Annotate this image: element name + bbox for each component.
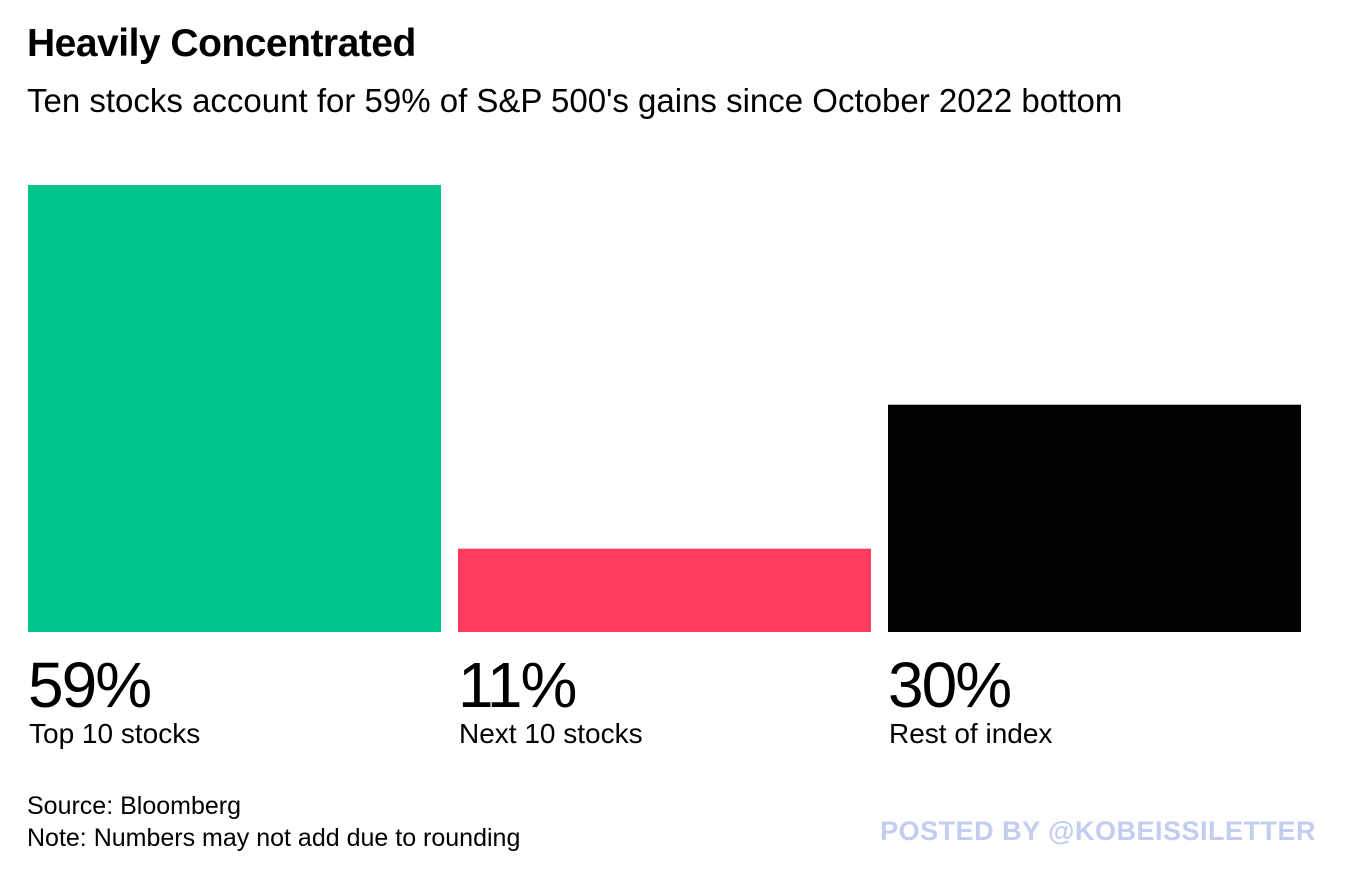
bar-3 <box>888 404 1301 632</box>
chart-subtitle: Ten stocks account for 59% of S&P 500's … <box>27 82 1123 119</box>
bar-value-label-1: 59% <box>28 649 150 721</box>
category-label-1: Top 10 stocks <box>29 718 200 749</box>
chart-title: Heavily Concentrated <box>27 22 416 65</box>
watermark: POSTED BY @KOBEISSILETTER <box>880 816 1316 846</box>
bar-2 <box>458 548 871 632</box>
source-note: Source: Bloomberg <box>27 792 242 820</box>
rounding-note: Note: Numbers may not add due to roundin… <box>27 824 521 852</box>
bar-value-label-2: 11% <box>458 649 575 721</box>
category-label-2: Next 10 stocks <box>459 718 643 749</box>
bar-value-label-3: 30% <box>888 649 1010 721</box>
bar-1 <box>28 185 441 632</box>
category-label-3: Rest of index <box>889 718 1052 749</box>
